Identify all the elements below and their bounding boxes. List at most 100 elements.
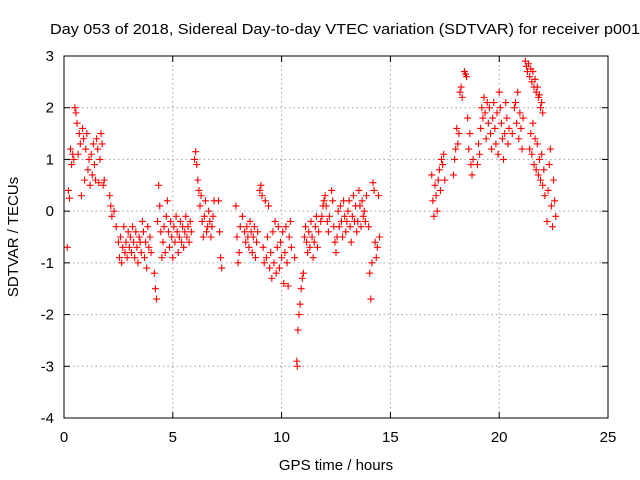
data-point — [277, 238, 285, 246]
data-point — [81, 176, 89, 184]
data-point — [367, 295, 375, 303]
data-point — [80, 135, 88, 143]
data-point — [491, 124, 499, 132]
data-point — [463, 73, 471, 81]
data-point — [235, 249, 243, 257]
data-point — [435, 166, 443, 174]
data-point — [317, 217, 325, 225]
data-point — [304, 249, 312, 257]
data-point — [532, 166, 540, 174]
data-point — [269, 228, 277, 236]
data-point — [77, 192, 85, 200]
data-point — [468, 171, 476, 179]
data-point — [314, 243, 322, 251]
data-point — [450, 171, 458, 179]
data-point — [493, 109, 501, 117]
data-point — [482, 135, 490, 143]
data-point — [181, 228, 189, 236]
data-point — [196, 202, 204, 210]
data-point — [434, 176, 442, 184]
data-point — [120, 223, 128, 231]
data-point — [530, 161, 538, 169]
data-point — [550, 176, 558, 184]
data-point — [335, 223, 343, 231]
data-point — [191, 155, 199, 163]
data-point — [505, 124, 513, 132]
data-point — [371, 238, 379, 246]
data-point — [331, 238, 339, 246]
data-point — [72, 109, 80, 117]
data-point — [515, 135, 523, 143]
data-point — [303, 238, 311, 246]
data-point — [63, 243, 71, 251]
data-point — [275, 264, 283, 272]
data-point — [299, 269, 307, 277]
data-point — [294, 326, 302, 334]
data-point — [356, 202, 364, 210]
data-point — [309, 254, 317, 262]
data-point — [135, 233, 143, 241]
data-point — [332, 249, 340, 257]
data-point — [176, 217, 184, 225]
data-point — [86, 181, 94, 189]
data-point — [160, 223, 168, 231]
x-axis-label: GPS time / hours — [279, 457, 393, 474]
data-point — [341, 212, 349, 220]
data-point — [539, 181, 547, 189]
data-point — [477, 124, 485, 132]
data-point — [441, 176, 449, 184]
data-point — [234, 259, 242, 267]
data-point — [525, 60, 533, 68]
y-tick-label: 1 — [46, 151, 54, 168]
data-point — [343, 217, 351, 225]
data-point — [182, 212, 190, 220]
data-point — [162, 212, 170, 220]
data-point — [336, 202, 344, 210]
data-point — [323, 217, 331, 225]
data-point — [131, 254, 139, 262]
data-point — [298, 274, 306, 282]
x-tick-label: 10 — [273, 429, 290, 446]
data-point — [545, 161, 553, 169]
data-point — [543, 217, 551, 225]
data-point — [479, 114, 487, 122]
data-point — [489, 114, 497, 122]
data-point — [123, 254, 131, 262]
data-point — [157, 228, 165, 236]
data-point — [232, 202, 240, 210]
data-point — [110, 207, 118, 215]
data-point — [512, 99, 520, 107]
data-point — [150, 269, 158, 277]
data-point — [260, 259, 268, 267]
data-point — [320, 197, 328, 205]
data-point — [344, 207, 352, 215]
y-tick-label: -4 — [41, 410, 54, 427]
data-point — [270, 259, 278, 267]
data-point — [139, 228, 147, 236]
data-point — [549, 223, 557, 231]
data-point — [355, 186, 363, 194]
data-point — [428, 171, 436, 179]
data-point — [347, 238, 355, 246]
data-point — [490, 99, 498, 107]
data-point — [366, 269, 374, 277]
data-point — [126, 233, 134, 241]
data-point — [280, 280, 288, 288]
data-point — [152, 295, 160, 303]
x-tick-label: 25 — [600, 429, 617, 446]
y-tick-label: 0 — [46, 203, 54, 220]
data-point — [508, 130, 516, 138]
data-point — [537, 104, 545, 112]
data-point — [198, 217, 206, 225]
data-point — [205, 207, 213, 215]
data-point — [534, 171, 542, 179]
data-point — [432, 192, 440, 200]
data-point — [510, 104, 518, 112]
data-point — [68, 161, 76, 169]
data-point — [476, 150, 484, 158]
data-point — [171, 238, 179, 246]
data-point — [500, 155, 508, 163]
data-point — [125, 243, 133, 251]
data-point — [154, 217, 162, 225]
data-point — [201, 197, 209, 205]
